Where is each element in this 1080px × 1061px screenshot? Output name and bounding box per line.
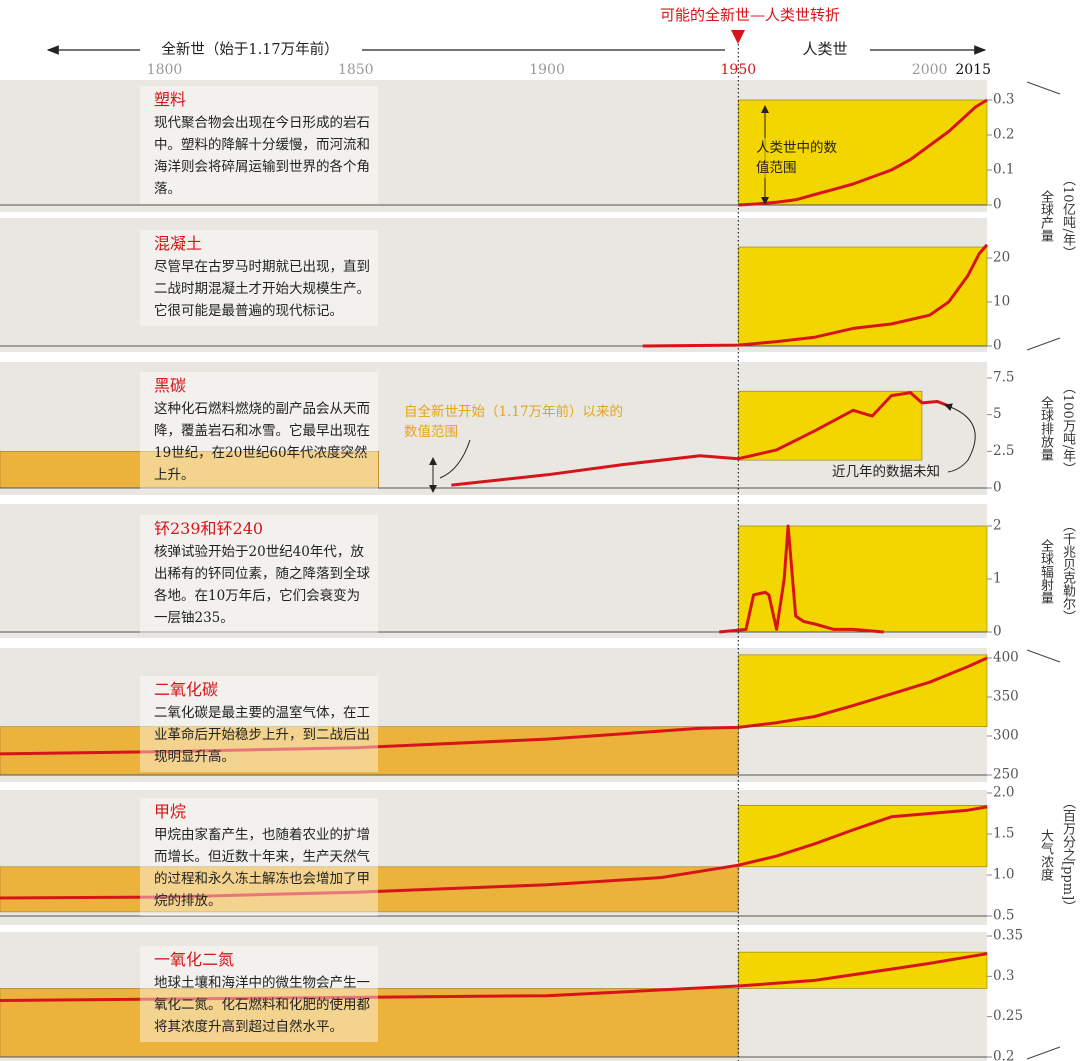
holocene-range-note: 自全新世开始（1.17万年前）以来的数值范围 bbox=[404, 404, 624, 440]
y-tick-label: 0.2 bbox=[993, 127, 1014, 143]
transition-label: 可能的全新世—人类世转折 bbox=[660, 6, 840, 24]
y-tick-label: 0.35 bbox=[993, 928, 1023, 944]
y-tick-label: 0 bbox=[993, 338, 1002, 354]
data-line bbox=[0, 805, 988, 900]
panel-text: 地球土壤和海洋中的微生物会产生一氧化二氮。化石燃料和化肥的使用都将其浓度升高到超… bbox=[154, 975, 370, 1035]
group-bracket bbox=[1026, 81, 1061, 351]
panel-text: 这种化石燃料燃烧的副产品会从天而降，覆盖岩石和冰雪。它最早出现在19世纪，在20… bbox=[154, 401, 370, 483]
anthropocene-range bbox=[738, 390, 923, 461]
y-tick-label: 7.5 bbox=[993, 370, 1014, 386]
y-tick-label: 0.5 bbox=[993, 908, 1014, 924]
anthropocene-range bbox=[738, 525, 988, 633]
axis-group-unit: （100万吨/年） bbox=[1060, 381, 1075, 476]
y-tick-label: 0 bbox=[993, 197, 1002, 213]
y-tick-label: 0 bbox=[993, 480, 1002, 496]
y-tick-label: 0 bbox=[993, 624, 1002, 640]
panel-title: 塑料 bbox=[154, 90, 187, 109]
panel-title: 一氧化二氮 bbox=[154, 950, 235, 969]
axis-group-unit: （百万分之[ppm]） bbox=[1060, 795, 1075, 914]
anthropocene-range bbox=[738, 654, 988, 727]
axis-group-title: 大气浓度 bbox=[1038, 828, 1053, 881]
x-tick-label: 1800 bbox=[147, 62, 183, 78]
y-tick-label: 1.5 bbox=[993, 826, 1014, 842]
y-tick-label: 350 bbox=[993, 689, 1019, 705]
anthropocene-range-note: 人类世中的数值范围 bbox=[756, 138, 840, 178]
axis-group-title: 全球辐射量 bbox=[1038, 538, 1053, 604]
y-tick-label: 0.1 bbox=[993, 162, 1014, 178]
panel-text: 现代聚合物会出现在今日形成的岩石中。塑料的降解十分缓慢，而河流和海洋则会将碎屑运… bbox=[154, 115, 370, 197]
transition-marker bbox=[731, 30, 745, 44]
description-box: 塑料现代聚合物会出现在今日形成的岩石中。塑料的降解十分缓慢，而河流和海洋则会将碎… bbox=[140, 86, 378, 204]
y-tick-label: 300 bbox=[993, 728, 1019, 744]
axis-group-title: 全球排放量 bbox=[1038, 396, 1053, 461]
x-tick-label: 1950 bbox=[721, 62, 757, 78]
data-line bbox=[719, 524, 884, 634]
y-tick-label: 0.2 bbox=[993, 1049, 1014, 1061]
y-tick-label: 2.0 bbox=[993, 785, 1014, 801]
panel-text: 甲烷由家畜产生，也随着农业的扩增而增长。但近数十年来，生产天然气的过程和永久冻土… bbox=[154, 827, 370, 909]
y-tick-label: 0.3 bbox=[993, 92, 1014, 108]
x-tick-label: 2015 bbox=[955, 62, 991, 78]
panel-title: 甲烷 bbox=[154, 802, 187, 821]
axis-group-title: 全球产量 bbox=[1038, 190, 1053, 242]
data-line bbox=[642, 243, 989, 348]
description-box: 混凝土尽管早在古罗马时期就已出现，直到二战时期混凝土才开始大规模生产。它很可能是… bbox=[140, 230, 378, 326]
y-tick-label: 20 bbox=[993, 250, 1010, 266]
description-box: 一氧化二氮地球土壤和海洋中的微生物会产生一氧化二氮。化石燃料和化肥的使用都将其浓… bbox=[140, 946, 378, 1042]
panel-text: 尽管早在古罗马时期就已出现，直到二战时期混凝土才开始大规模生产。它很可能是最普遍… bbox=[154, 259, 370, 319]
note-pointer bbox=[439, 439, 471, 479]
description-box: 二氧化碳二氧化碳是最主要的温室气体，在工业革命后开始稳步上升，到二战后出现明显升… bbox=[140, 676, 378, 772]
panel-text: 二氧化碳是最主要的温室气体，在工业革命后开始稳步上升，到二战后出现明显升高。 bbox=[154, 705, 370, 765]
holocene-range bbox=[0, 866, 739, 913]
y-tick-label: 0.3 bbox=[993, 968, 1014, 984]
y-tick-label: 5 bbox=[993, 406, 1002, 422]
y-tick-label: 250 bbox=[993, 767, 1019, 783]
anthropocene-label: 人类世 bbox=[802, 40, 847, 58]
data-line bbox=[0, 952, 988, 1002]
axis-group-unit: （10亿吨/年） bbox=[1060, 173, 1075, 259]
data-line bbox=[0, 656, 988, 756]
description-box: 钚239和钚240 核弹试验开始于20世纪40年代，放出稀有的钚同位素，随之降落到… bbox=[140, 515, 378, 633]
panel-title: 钚239和钚240 bbox=[154, 519, 264, 538]
x-tick-label: 1850 bbox=[338, 62, 374, 78]
description-box: 甲烷甲烷由家畜产生，也随着农业的扩增而增长。但近数十年来，生产天然气的过程和永久… bbox=[140, 798, 378, 916]
y-tick-label: 400 bbox=[993, 650, 1019, 666]
holocene-label: 全新世（始于1.17万年前） bbox=[161, 40, 338, 58]
y-tick-label: 0.25 bbox=[993, 1008, 1023, 1024]
y-tick-label: 1 bbox=[993, 571, 1002, 587]
y-tick-label: 2 bbox=[993, 518, 1002, 534]
axis-group-unit: （千兆贝克勒尔） bbox=[1060, 519, 1075, 623]
x-tick-label: 2000 bbox=[912, 62, 948, 78]
x-tick-label: 1900 bbox=[529, 62, 565, 78]
panel-title: 混凝土 bbox=[154, 234, 203, 253]
y-tick-label: 10 bbox=[993, 294, 1010, 310]
panel-title: 二氧化碳 bbox=[154, 680, 219, 699]
panel-text: 核弹试验开始于20世纪40年代，放出稀有的钚同位素，随之降落到全球各地。在10万… bbox=[154, 544, 370, 626]
group-bracket bbox=[1026, 649, 1061, 1060]
holocene-range bbox=[0, 451, 380, 489]
note-pointer bbox=[944, 403, 976, 473]
panel-title: 黑碳 bbox=[154, 376, 187, 395]
anthropocene-range bbox=[738, 246, 988, 347]
description-box: 黑碳这种化石燃料燃烧的副产品会从天而降，覆盖岩石和冰雪。它最早出现在19世纪，在… bbox=[140, 372, 378, 490]
data-line bbox=[738, 98, 988, 207]
recent-unknown-note: 近几年的数据未知 bbox=[832, 464, 940, 480]
data-line bbox=[451, 391, 950, 487]
y-tick-label: 2.5 bbox=[993, 443, 1014, 459]
y-tick-label: 1.0 bbox=[993, 867, 1014, 883]
